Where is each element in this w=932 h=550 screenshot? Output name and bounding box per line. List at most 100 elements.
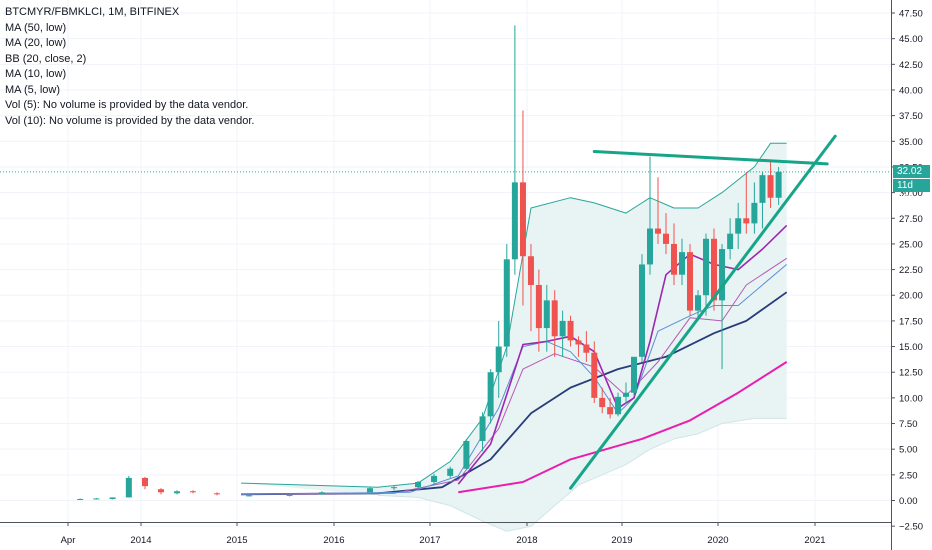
legend-vol5[interactable]: Vol (5): No volume is provided by the da… (5, 99, 249, 111)
price-tick-label: 2.50 (899, 470, 918, 481)
legend-bb[interactable]: BB (20, close, 2) (5, 52, 87, 65)
candle-body (623, 392, 629, 397)
candle-body (631, 356, 637, 393)
candle-body (487, 372, 494, 417)
candle-body (214, 493, 220, 495)
candle-body (775, 171, 782, 198)
legend-ma50[interactable]: MA (50, low) (5, 21, 67, 34)
candle-body (367, 488, 373, 493)
candle-body (647, 228, 653, 265)
trendline-resistance (592, 150, 829, 166)
candle-body (671, 243, 677, 275)
candle-body (125, 477, 132, 498)
time-tick-label: 2017 (419, 535, 440, 546)
candle-body (527, 256, 534, 285)
price-tick-label: 35.00 (899, 137, 923, 148)
candle-body (415, 482, 421, 488)
candle-body (519, 182, 526, 257)
legend-symbol[interactable]: BTCMYR/FBMKLCI, 1M, BITFINEX (5, 6, 180, 18)
bollinger-upper-line (240, 142, 787, 488)
time-tick-label: 2018 (516, 535, 537, 546)
price-tick-label: 5.00 (899, 445, 918, 456)
candle-body (158, 489, 164, 493)
candle-body (447, 468, 454, 476)
ma50-line (458, 361, 788, 494)
price-tick-label: −2.50 (899, 522, 923, 533)
legend-ma20[interactable]: MA (20, low) (5, 37, 67, 49)
candle-body (463, 440, 470, 469)
candle-body (93, 498, 100, 500)
legend-ma10[interactable]: MA (10, low) (5, 68, 67, 80)
candle-body (703, 238, 709, 296)
price-tick-label: 7.50 (899, 419, 918, 430)
candle-body (719, 249, 726, 301)
candle-body (479, 416, 486, 441)
candle-body (767, 175, 774, 198)
ma20-line (240, 291, 788, 496)
candle-body (431, 475, 438, 483)
candle-body (711, 238, 717, 301)
price-tick-label: 20.00 (899, 291, 923, 302)
price-tick-label: 12.50 (899, 368, 923, 379)
candle-body (751, 202, 758, 224)
candle-body (246, 495, 253, 497)
candle-body (743, 218, 750, 224)
price-tick-label: 27.50 (899, 214, 923, 225)
candle-countdown-badge: 11d 23h (893, 178, 930, 204)
price-tick-label: 22.50 (899, 265, 923, 276)
time-tick-label: 2020 (707, 535, 728, 546)
candle-body (535, 284, 542, 329)
candle-body (679, 252, 685, 275)
time-tick-label: Apr (61, 535, 76, 546)
legend-vol10[interactable]: Vol (10): No volume is provided by the d… (5, 114, 255, 127)
candle-body (511, 182, 518, 260)
price-tick-label: 25.00 (899, 239, 923, 250)
price-tick-label: 40.00 (899, 85, 923, 96)
bollinger-lower-line (377, 417, 787, 532)
candle-body (735, 218, 742, 234)
candle-body (687, 252, 693, 311)
candle-body (286, 494, 293, 496)
time-tick-label: 2021 (804, 535, 825, 546)
candle-body (109, 497, 116, 499)
candle-body (77, 498, 84, 500)
candle-body (551, 300, 558, 337)
price-tick-label: 10.00 (899, 393, 923, 404)
candle-body (639, 264, 645, 357)
legend-ma5[interactable]: MA (5, low) (5, 83, 61, 96)
candle-body (142, 477, 148, 487)
price-tick-label: 42.50 (899, 60, 923, 71)
price-tick-label: 45.00 (899, 34, 923, 45)
candle-body (543, 300, 550, 329)
candle-body (575, 340, 582, 345)
candle-body (495, 346, 502, 373)
candle-body (663, 233, 669, 244)
candle-body (559, 320, 566, 337)
candle-body (591, 352, 598, 398)
time-tick-label: 2015 (226, 535, 247, 546)
candle-body (190, 491, 196, 493)
candle-body (318, 492, 325, 495)
candle-body (567, 320, 574, 341)
last-price-badge: 32.02 (893, 165, 930, 179)
candle-body (655, 228, 661, 234)
price-tick-label: 47.50 (899, 9, 923, 20)
candle-body (391, 487, 397, 489)
price-tick-label: 0.00 (899, 496, 918, 507)
chart-legend: BTCMYR/FBMKLCI, 1M, BITFINEX MA (50, low… (5, 5, 254, 129)
candle-body (759, 175, 766, 203)
candle-body (503, 259, 510, 347)
price-tick-label: 17.50 (899, 316, 923, 327)
time-tick-label: 2019 (611, 535, 632, 546)
time-tick-label: 2016 (323, 535, 344, 546)
trendline-support (569, 134, 837, 490)
candle-body (583, 344, 590, 353)
price-tick-label: 15.00 (899, 342, 923, 353)
candle-body (695, 295, 701, 311)
candle-body (615, 396, 622, 415)
candle-body (727, 233, 734, 250)
candle-body (174, 491, 180, 494)
ma-purple-line (457, 224, 788, 485)
